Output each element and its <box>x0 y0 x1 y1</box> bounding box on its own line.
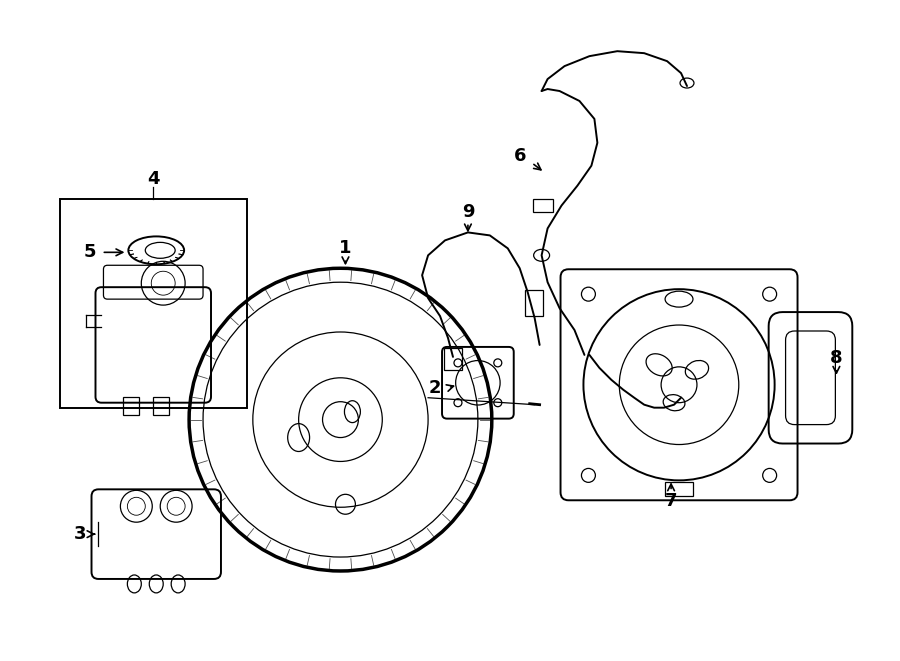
Text: 3: 3 <box>73 525 86 543</box>
Bar <box>533 198 553 212</box>
Text: 2: 2 <box>428 379 441 397</box>
Text: 4: 4 <box>147 170 159 188</box>
Bar <box>59 198 247 408</box>
Text: 6: 6 <box>514 147 526 165</box>
Text: 9: 9 <box>462 204 474 221</box>
Text: 5: 5 <box>84 243 95 261</box>
Bar <box>153 397 169 414</box>
Bar <box>525 290 543 316</box>
Bar <box>444 348 462 370</box>
Bar <box>665 483 693 496</box>
Text: 7: 7 <box>665 492 678 510</box>
Text: 8: 8 <box>830 349 842 367</box>
Text: 1: 1 <box>339 239 352 257</box>
Bar <box>123 397 140 414</box>
